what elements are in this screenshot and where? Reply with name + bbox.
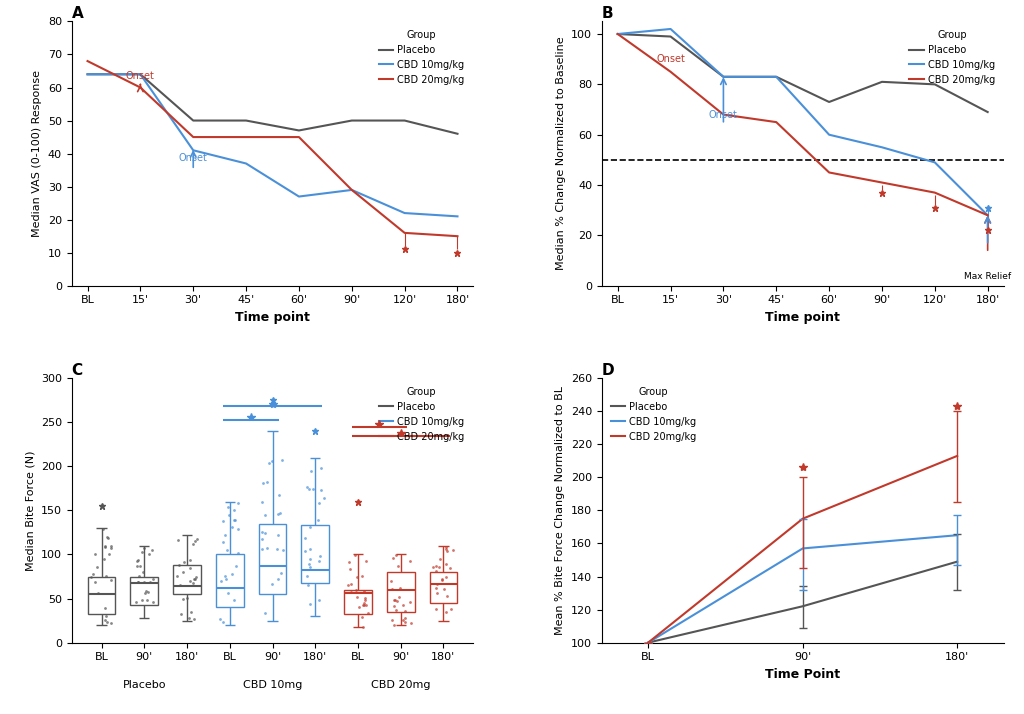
Bar [301, 526, 329, 583]
Bar [387, 572, 415, 612]
Text: Onset: Onset [179, 154, 208, 164]
Bar [344, 590, 372, 615]
X-axis label: Time Point: Time Point [765, 668, 841, 681]
X-axis label: Time point: Time point [765, 311, 840, 324]
Text: B: B [602, 6, 613, 21]
Bar [259, 523, 287, 594]
Legend: Placebo, CBD 10mg/kg, CBD 20mg/kg: Placebo, CBD 10mg/kg, CBD 20mg/kg [375, 26, 468, 89]
Text: Max Relief: Max Relief [965, 272, 1012, 281]
Bar [173, 565, 201, 594]
Text: Onset: Onset [656, 54, 685, 64]
Y-axis label: Mean % Bite Force Change Normalized to BL: Mean % Bite Force Change Normalized to B… [555, 386, 565, 635]
Text: Onset: Onset [126, 71, 155, 81]
Y-axis label: Median Bite Force (N): Median Bite Force (N) [26, 451, 35, 570]
Legend: Placebo, CBD 10mg/kg, CBD 20mg/kg: Placebo, CBD 10mg/kg, CBD 20mg/kg [905, 26, 998, 89]
Legend: Placebo, CBD 10mg/kg, CBD 20mg/kg: Placebo, CBD 10mg/kg, CBD 20mg/kg [375, 383, 468, 446]
Bar [429, 572, 458, 603]
Text: CBD 20mg: CBD 20mg [371, 680, 430, 690]
Legend: Placebo, CBD 10mg/kg, CBD 20mg/kg: Placebo, CBD 10mg/kg, CBD 20mg/kg [607, 383, 700, 446]
Text: Onset: Onset [709, 110, 738, 120]
Bar [130, 576, 158, 605]
Y-axis label: Median % Change Normalized to Baseline: Median % Change Normalized to Baseline [556, 37, 565, 271]
Bar [88, 576, 116, 615]
Text: D: D [602, 363, 614, 378]
Text: Placebo: Placebo [123, 680, 166, 690]
X-axis label: Time point: Time point [236, 311, 310, 324]
Bar [216, 555, 244, 608]
Y-axis label: Median VAS (0-100) Response: Median VAS (0-100) Response [33, 70, 42, 237]
Text: CBD 10mg: CBD 10mg [243, 680, 302, 690]
Text: A: A [72, 6, 83, 21]
Text: C: C [72, 363, 83, 378]
